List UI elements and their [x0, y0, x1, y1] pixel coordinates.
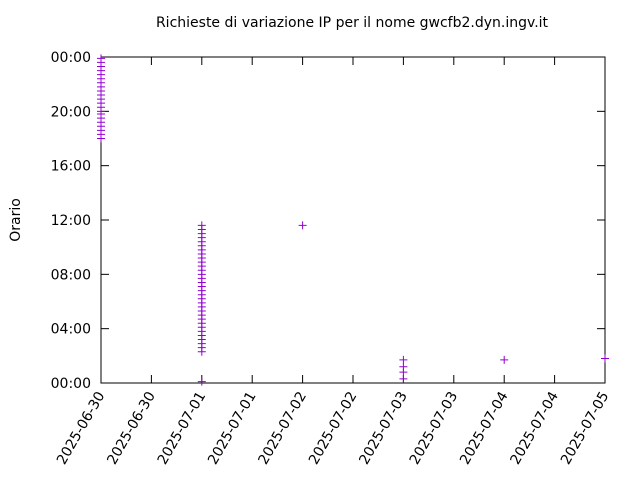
x-tick-label: 2025-07-02 [256, 389, 311, 467]
x-tick-label: 2025-07-04 [508, 389, 563, 468]
y-tick-label: 16:00 [51, 159, 91, 175]
chart-title: Richieste di variazione IP per il nome g… [156, 15, 549, 31]
x-tick-label: 2025-07-01 [205, 389, 260, 467]
x-tick-label: 2025-07-03 [407, 389, 462, 467]
x-tick-label: 2025-07-04 [457, 389, 512, 468]
y-axis-label: Orario [8, 198, 24, 242]
x-tick-label: 2025-06-30 [54, 389, 109, 467]
point [399, 374, 408, 383]
x-tick-label: 2025-07-02 [306, 389, 361, 467]
y-tick-label: 12:00 [51, 213, 91, 229]
point [197, 221, 206, 230]
x-tick-label: 2025-07-05 [558, 389, 613, 467]
x-tick-label: 2025-06-30 [104, 389, 159, 467]
x-tick-label: 2025-07-01 [155, 389, 210, 467]
point [500, 355, 509, 364]
y-tick-label: 00:00 [51, 376, 91, 392]
point [197, 377, 206, 386]
point [601, 354, 609, 363]
plot-frame [100, 56, 606, 384]
point [97, 54, 105, 63]
y-tick-label: 04:00 [51, 322, 91, 338]
x-tick-label: 2025-07-03 [356, 389, 411, 467]
y-tick-label: 00:00 [51, 50, 91, 66]
y-tick-label: 20:00 [51, 104, 91, 120]
point [399, 368, 408, 377]
y-tick-label: 08:00 [51, 267, 91, 283]
point [399, 355, 408, 364]
point [298, 221, 307, 230]
